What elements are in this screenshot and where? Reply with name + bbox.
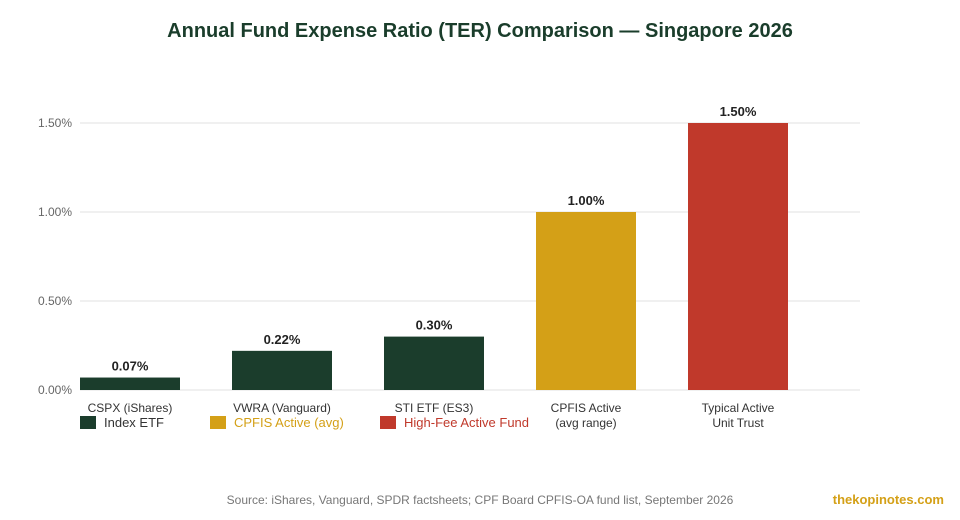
data-label: 1.50% (720, 104, 757, 119)
x-tick-label: (avg range) (555, 416, 616, 430)
x-tick-label: CPFIS Active (551, 401, 622, 415)
source-note: Source: iShares, Vanguard, SPDR factshee… (226, 493, 734, 507)
legend-item: High-Fee Active Fund (380, 415, 529, 430)
chart-title: Annual Fund Expense Ratio (TER) Comparis… (167, 20, 793, 42)
bar (536, 212, 636, 390)
legend-item: CPFIS Active (avg) (210, 415, 344, 430)
bar-layer (80, 123, 788, 390)
y-tick-label: 0.00% (38, 383, 72, 397)
data-label: 0.07% (112, 359, 149, 374)
bar (688, 123, 788, 390)
bar (384, 336, 484, 390)
legend-item: Index ETF (80, 415, 164, 430)
legend-swatch (210, 416, 226, 429)
legend-label: High-Fee Active Fund (404, 415, 530, 430)
legend-swatch (80, 416, 96, 429)
legend-label: CPFIS Active (avg) (234, 415, 344, 430)
x-tick-label: Unit Trust (712, 416, 764, 430)
x-tick-label: STI ETF (ES3) (395, 401, 474, 415)
x-tick-label: CSPX (iShares) (88, 401, 173, 415)
data-label: 0.22% (264, 332, 301, 347)
x-tick-label: VWRA (Vanguard) (233, 401, 331, 415)
y-tick-label: 1.00% (38, 205, 72, 219)
data-label: 1.00% (568, 193, 605, 208)
bar (80, 377, 180, 390)
data-label: 0.30% (416, 318, 453, 333)
brand-link[interactable]: thekopinotes.com (832, 492, 944, 507)
legend-swatch (380, 416, 396, 429)
label-layer: 0.00% 0.50% 1.00% 1.50% 0.07% CSPX (iShares) 0… (38, 104, 775, 430)
x-tick-label: Typical Active (702, 401, 775, 415)
legend-label: Index ETF (104, 415, 164, 430)
y-tick-label: 1.50% (38, 116, 72, 130)
y-tick-label: 0.50% (38, 294, 72, 308)
bar (232, 350, 332, 390)
